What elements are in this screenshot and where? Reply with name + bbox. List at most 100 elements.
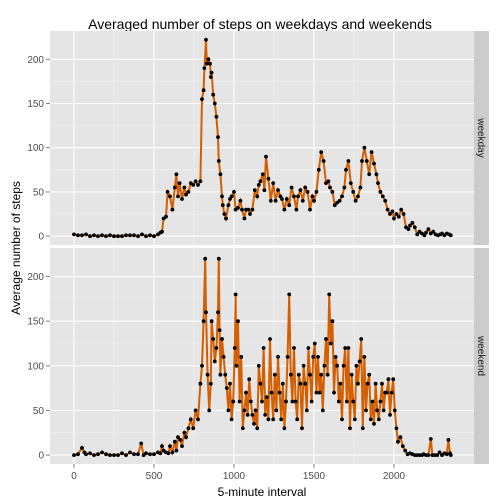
data-point [359, 337, 364, 341]
data-point [208, 75, 213, 79]
data-point [128, 450, 132, 455]
data-point [390, 209, 395, 214]
data-point [295, 417, 300, 422]
data-point [348, 426, 352, 431]
data-point [266, 417, 271, 422]
chart-title: Averaged number of steps on weekdays and… [88, 16, 432, 32]
data-point [370, 399, 375, 404]
data-point [271, 181, 276, 186]
strip-label: weekend [475, 335, 486, 376]
data-point [273, 198, 278, 203]
data-point [184, 192, 188, 197]
data-point [391, 377, 396, 382]
data-point [116, 234, 120, 239]
data-point [180, 197, 184, 201]
data-point [252, 188, 257, 193]
data-point [375, 408, 380, 413]
data-point [309, 399, 314, 404]
data-point [260, 172, 265, 177]
data-point [410, 221, 415, 225]
data-point [217, 328, 222, 332]
data-point [211, 92, 216, 97]
data-point [338, 381, 343, 386]
data-point [378, 190, 383, 194]
data-point [204, 61, 209, 66]
data-point [178, 438, 183, 442]
data-point [104, 234, 108, 239]
data-point [168, 444, 172, 448]
data-point [236, 319, 240, 324]
data-point [201, 88, 206, 93]
data-point [396, 439, 400, 444]
y-tick-label: 0 [38, 451, 44, 462]
data-point [354, 363, 359, 368]
data-point [100, 450, 104, 455]
data-point [428, 437, 433, 441]
data-point [300, 198, 305, 203]
data-point [374, 172, 379, 177]
data-point [372, 421, 376, 426]
data-point [252, 421, 256, 426]
data-point [76, 452, 80, 457]
data-point [256, 363, 261, 368]
x-axis-title: 5-minute interval [218, 485, 307, 499]
data-point [284, 399, 288, 404]
data-point [333, 355, 338, 359]
data-point [269, 390, 274, 395]
data-point [136, 452, 140, 457]
data-point [220, 194, 224, 199]
data-point [304, 408, 309, 413]
data-point [208, 381, 213, 386]
strip-background [474, 248, 489, 464]
data-point [280, 197, 284, 201]
data-point [322, 363, 327, 368]
data-point [216, 159, 221, 163]
data-point [245, 413, 250, 417]
data-point [203, 256, 208, 261]
data-point [381, 408, 386, 413]
data-point [310, 194, 315, 199]
data-point [205, 372, 210, 377]
data-point [342, 185, 347, 190]
data-point [177, 181, 182, 186]
data-point [394, 212, 399, 216]
y-tick-label: 100 [27, 143, 44, 154]
data-point [326, 179, 331, 184]
data-point [191, 426, 196, 431]
data-point [226, 203, 231, 208]
data-point [182, 430, 187, 435]
data-point [364, 408, 368, 413]
data-point [282, 426, 287, 431]
data-point [320, 408, 325, 413]
data-point [274, 408, 279, 413]
data-point [244, 390, 248, 395]
data-point [364, 159, 369, 163]
data-point [198, 179, 203, 184]
data-point [112, 453, 116, 457]
y-axis-title: Average number of steps [9, 181, 23, 315]
data-point [128, 233, 132, 238]
data-point [182, 185, 187, 190]
data-point [242, 408, 247, 413]
y-tick-label: 150 [27, 317, 44, 328]
data-point [380, 381, 384, 386]
data-point [327, 292, 332, 297]
data-point [186, 426, 191, 431]
data-point [408, 223, 412, 228]
data-point [191, 183, 196, 187]
data-point [305, 190, 310, 194]
data-point [268, 198, 273, 203]
data-point [209, 70, 214, 75]
data-point [158, 451, 163, 456]
data-point [104, 452, 108, 457]
data-point [426, 453, 431, 457]
data-point [148, 452, 152, 457]
data-point [388, 212, 392, 216]
data-point [356, 194, 360, 199]
data-point [255, 426, 260, 431]
data-point [399, 207, 404, 212]
data-point [255, 194, 260, 199]
data-point [124, 233, 128, 238]
data-point [276, 355, 280, 359]
y-tick-label: 0 [38, 232, 44, 243]
